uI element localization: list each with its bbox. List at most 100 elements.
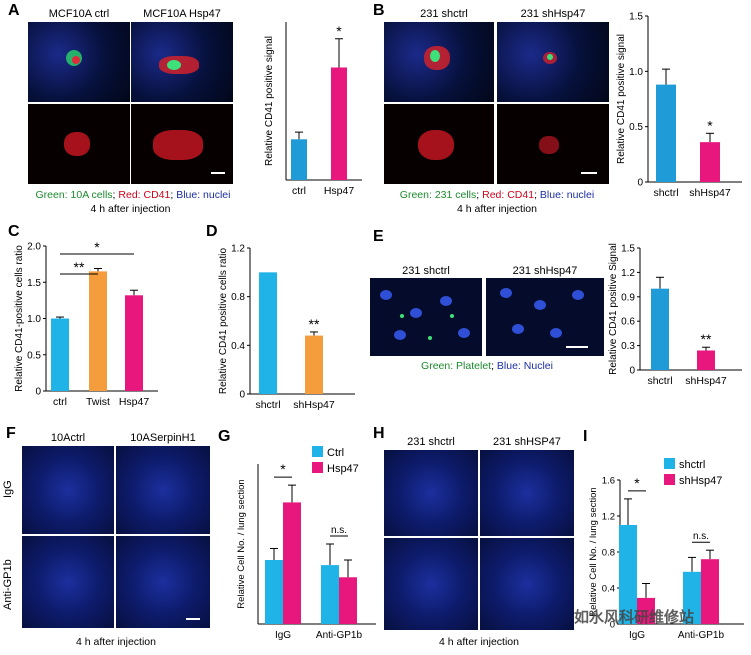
bar xyxy=(321,565,339,624)
panel-a-bar-chart: Relative CD41 positive signal ctrl Hsp47 * xyxy=(264,22,362,197)
panel-b-title-shctrl: 231 shctrl xyxy=(420,8,468,20)
y-tick-label: 0 xyxy=(637,178,643,189)
x-tick-label: ctrl xyxy=(292,185,306,197)
bar xyxy=(683,571,701,624)
significance-marker: ** xyxy=(309,316,320,332)
significance-marker: * xyxy=(280,461,286,477)
panel-b-caption: Green: 231 cells; Red: CD41; Blue: nucle… xyxy=(384,189,610,201)
panel-e-title-shctrl: 231 shctrl xyxy=(402,265,450,277)
caption-sep: ; xyxy=(170,189,177,201)
scale-bar xyxy=(566,346,588,348)
bar xyxy=(305,335,323,394)
bar xyxy=(656,84,676,182)
legend-swatch xyxy=(312,446,323,457)
y-tick-label: 0.3 xyxy=(621,341,635,352)
x-tick-label: shHsp47 xyxy=(293,399,335,411)
x-tick-label: Hsp47 xyxy=(324,185,355,197)
panel-a-time: 4 h after injection xyxy=(90,203,171,215)
significance-marker: n.s. xyxy=(693,531,709,542)
panel-e-micrograph-shctrl xyxy=(370,278,482,356)
caption-green: Green: 231 cells xyxy=(399,189,477,201)
panel-label-d: D xyxy=(206,223,218,240)
x-tick-label: IgG xyxy=(629,630,645,641)
significance-marker: * xyxy=(634,475,640,491)
panel-f-title-ctrl: 10Actrl xyxy=(50,432,86,444)
panel-label-g: G xyxy=(218,428,231,445)
panel-a-title-hsp47: MCF10A Hsp47 xyxy=(143,8,221,20)
y-tick-label: 0.4 xyxy=(602,584,615,595)
y-tick-label: 1.2 xyxy=(602,512,615,523)
caption-blue: Blue: nuclei xyxy=(539,189,595,201)
scale-bar xyxy=(211,172,225,174)
x-tick-label: shctrl xyxy=(255,399,280,411)
y-tick-label: 0.8 xyxy=(602,548,615,559)
bar xyxy=(701,559,719,624)
y-tick-label: 0 xyxy=(35,387,41,398)
bar xyxy=(125,295,143,391)
y-tick-label: 1.6 xyxy=(602,476,615,487)
y-axis-label: Relative CD41-positive cells ratio xyxy=(14,245,25,392)
panel-a-micrograph-cd41-ctrl xyxy=(28,104,130,184)
caption-blue: Blue: nuclei xyxy=(176,189,231,201)
y-tick-label: 1.2 xyxy=(231,244,245,255)
y-tick-label: 1.0 xyxy=(629,67,643,78)
watermark-text: 如水风科研维修站 xyxy=(574,609,695,626)
y-tick-label: 1.5 xyxy=(27,278,41,289)
y-axis-label: Relative CD41 positive signal xyxy=(616,34,627,164)
panel-f-lung-antigp1b-serpinh1 xyxy=(116,536,210,628)
caption-green: Green: Platelet xyxy=(421,360,492,372)
panel-h-lung-antigp1b-shhsp47 xyxy=(480,538,574,630)
x-tick-label: IgG xyxy=(275,630,291,641)
legend-swatch xyxy=(664,474,675,485)
panel-h-lung-igg-shctrl xyxy=(384,450,478,536)
y-tick-label: 0 xyxy=(239,390,245,401)
significance-marker: * xyxy=(336,23,342,39)
panel-h-title-shhsp47: 231 shHSP47 xyxy=(493,436,561,448)
significance-marker: n.s. xyxy=(331,525,347,536)
panel-f-lung-igg-serpinh1 xyxy=(116,446,210,534)
panel-a-micrograph-merge-hsp47 xyxy=(131,22,233,102)
y-tick-label: 1.2 xyxy=(621,268,635,279)
bar xyxy=(259,272,277,394)
panel-b-micrograph-merge-shctrl xyxy=(384,22,494,102)
bar xyxy=(619,525,637,624)
x-tick-label: Hsp47 xyxy=(119,396,150,408)
bar xyxy=(651,288,669,370)
x-tick-label: ctrl xyxy=(53,396,67,408)
bar xyxy=(291,139,307,180)
panel-f-lung-antigp1b-ctrl xyxy=(22,536,114,628)
legend-swatch xyxy=(312,462,323,473)
scale-bar xyxy=(581,172,597,174)
panel-a-caption: Green: 10A cells; Red: CD41; Blue: nucle… xyxy=(8,189,258,201)
legend-swatch xyxy=(664,458,675,469)
y-axis-label: Relative CD41 positive cells ratio xyxy=(218,247,229,394)
caption-blue: Blue: Nuclei xyxy=(496,360,553,372)
x-tick-label: Twist xyxy=(86,396,110,408)
bar xyxy=(339,577,357,624)
panel-g-bar-chart: Relative Cell No. / lung section IgG * Anti… xyxy=(236,446,376,641)
panel-e-micrograph-shhsp47 xyxy=(486,278,604,356)
x-tick-label: shctrl xyxy=(653,187,678,199)
bar xyxy=(697,350,715,370)
panel-b-title-shhsp47: 231 shHsp47 xyxy=(520,8,586,20)
y-axis-label: Relative Cell No. / lung section xyxy=(588,487,599,616)
y-tick-label: 0 xyxy=(629,366,635,377)
panel-b-micrograph-merge-shhsp47 xyxy=(497,22,609,102)
panel-label-e: E xyxy=(373,228,384,245)
y-tick-label: 0.9 xyxy=(621,292,635,303)
significance-marker: ** xyxy=(74,259,85,275)
caption-red: Red: CD41 xyxy=(482,189,535,201)
panel-a-title-ctrl: MCF10A ctrl xyxy=(48,8,110,20)
panel-e-title-shhsp47: 231 shHsp47 xyxy=(512,265,578,277)
bar xyxy=(331,67,347,180)
scale-bar xyxy=(186,618,200,620)
y-tick-label: 2.0 xyxy=(27,242,41,253)
y-tick-label: 0.4 xyxy=(231,341,245,352)
caption-sep: ; xyxy=(476,189,483,201)
bar xyxy=(700,142,720,182)
bar xyxy=(265,560,283,624)
panel-b-micrograph-cd41-shctrl xyxy=(384,104,494,184)
